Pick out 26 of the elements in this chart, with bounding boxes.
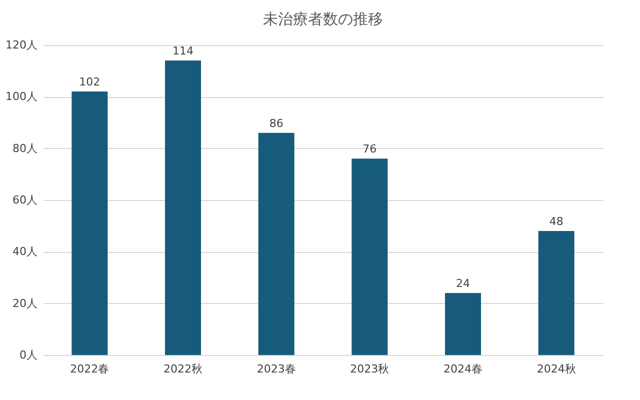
data-label: 48 [549,215,564,228]
y-tick-label: 80人 [12,142,38,155]
y-tick-label: 120人 [6,38,38,52]
x-tick-label: 2024秋 [536,362,576,376]
bar [72,92,108,355]
data-label: 76 [362,142,377,156]
y-tick-label: 60人 [12,194,38,206]
x-tick-label: 2023秋 [350,362,390,376]
x-tick-label: 2023春 [256,362,296,376]
chart-title: 未治療者数の推移 [263,10,383,28]
y-tick-label: 40人 [12,245,38,258]
data-label: 114 [172,44,194,58]
bar [258,132,294,355]
y-tick-label: 0人 [20,348,38,362]
bar [165,60,201,355]
x-tick-label: 2022秋 [164,362,202,376]
x-tick-label: 2024春 [444,362,482,376]
bar [538,231,574,355]
bar [445,293,481,355]
data-label: 24 [456,277,470,290]
x-tick-label: 2022春 [70,362,110,376]
bar [352,158,388,355]
data-label: 86 [269,116,284,130]
y-tick-label: 20人 [12,296,38,310]
data-label: 102 [79,76,100,88]
y-tick-label: 100人 [6,90,38,104]
